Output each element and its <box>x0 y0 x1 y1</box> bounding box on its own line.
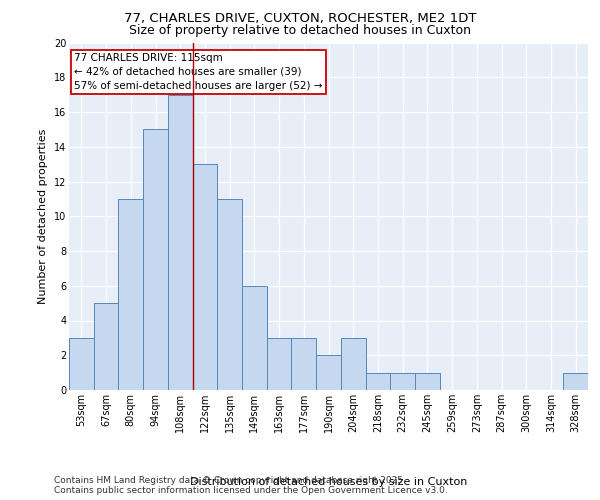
Bar <box>168 94 193 390</box>
Text: 77, CHARLES DRIVE, CUXTON, ROCHESTER, ME2 1DT: 77, CHARLES DRIVE, CUXTON, ROCHESTER, ME… <box>124 12 476 25</box>
Bar <box>563 372 588 390</box>
Bar <box>365 372 390 390</box>
Bar <box>292 338 316 390</box>
Bar <box>390 372 415 390</box>
Bar <box>242 286 267 390</box>
Text: 77 CHARLES DRIVE: 115sqm
← 42% of detached houses are smaller (39)
57% of semi-d: 77 CHARLES DRIVE: 115sqm ← 42% of detach… <box>74 53 323 91</box>
Bar <box>94 303 118 390</box>
Text: Contains HM Land Registry data © Crown copyright and database right 2025.
Contai: Contains HM Land Registry data © Crown c… <box>54 476 448 495</box>
Bar <box>143 130 168 390</box>
Bar <box>267 338 292 390</box>
Bar <box>69 338 94 390</box>
Bar <box>341 338 365 390</box>
Bar <box>118 199 143 390</box>
Bar <box>217 199 242 390</box>
X-axis label: Distribution of detached houses by size in Cuxton: Distribution of detached houses by size … <box>190 476 467 486</box>
Bar <box>193 164 217 390</box>
Text: Size of property relative to detached houses in Cuxton: Size of property relative to detached ho… <box>129 24 471 37</box>
Y-axis label: Number of detached properties: Number of detached properties <box>38 128 48 304</box>
Bar <box>415 372 440 390</box>
Bar <box>316 355 341 390</box>
